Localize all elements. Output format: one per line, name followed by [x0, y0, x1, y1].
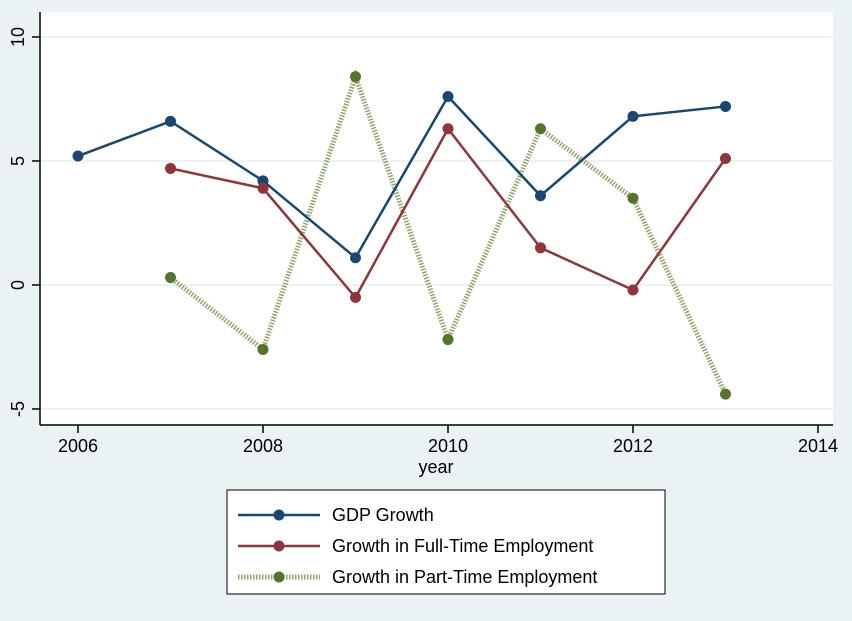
legend-label: Growth in Part-Time Employment [332, 567, 597, 587]
data-point [257, 343, 269, 355]
plot-area [40, 12, 833, 425]
data-point [535, 190, 546, 202]
legend-label: GDP Growth [332, 505, 434, 525]
y-tick-label: 0 [8, 280, 28, 290]
x-tick-label: 2014 [798, 436, 838, 456]
legend-item: Growth in Part-Time Employment [238, 567, 597, 587]
data-point [720, 100, 731, 112]
data-point [257, 182, 269, 194]
y-tick-label: 10 [8, 27, 28, 47]
y-tick-label: -5 [8, 401, 28, 417]
x-ticks: 2006 2008 2010 2012 2014 [58, 425, 838, 456]
legend-swatch-marker [273, 540, 285, 552]
data-point [627, 110, 639, 122]
series-2 [165, 69, 731, 400]
data-point [442, 123, 454, 135]
series-layer [72, 69, 731, 400]
data-point [350, 291, 361, 303]
legend-swatch-marker [273, 509, 285, 521]
y-tick-label: 5 [8, 156, 28, 166]
data-point [627, 284, 639, 296]
data-point [165, 115, 176, 127]
x-tick-label: 2010 [428, 436, 468, 456]
legend-items: GDP Growth Growth in Full-Time Employment… [238, 505, 597, 587]
data-point [72, 150, 84, 162]
data-point [350, 71, 361, 83]
legend-item: Growth in Full-Time Employment [238, 536, 593, 556]
data-point [535, 242, 546, 254]
series-1 [165, 123, 731, 303]
y-ticks: -5 0 5 10 [8, 27, 40, 417]
legend-item: GDP Growth [238, 505, 434, 525]
x-axis-title: year [418, 457, 453, 477]
data-point [720, 153, 731, 165]
legend-box [226, 489, 666, 595]
data-point [535, 123, 546, 135]
legend-swatch-marker [273, 571, 285, 583]
x-tick-label: 2012 [613, 436, 653, 456]
gridlines [40, 36, 833, 410]
data-point [350, 252, 361, 264]
data-point [442, 334, 454, 346]
legend: GDP Growth Growth in Full-Time Employment… [226, 489, 666, 595]
data-point [442, 91, 454, 103]
x-tick-label: 2006 [58, 436, 98, 456]
data-point [627, 192, 639, 204]
data-point [165, 162, 176, 174]
legend-label: Growth in Full-Time Employment [332, 536, 593, 556]
data-point [165, 272, 176, 284]
series-line [77, 94, 726, 260]
series-0 [72, 91, 731, 264]
x-tick-label: 2008 [243, 436, 283, 456]
data-point [720, 388, 731, 400]
